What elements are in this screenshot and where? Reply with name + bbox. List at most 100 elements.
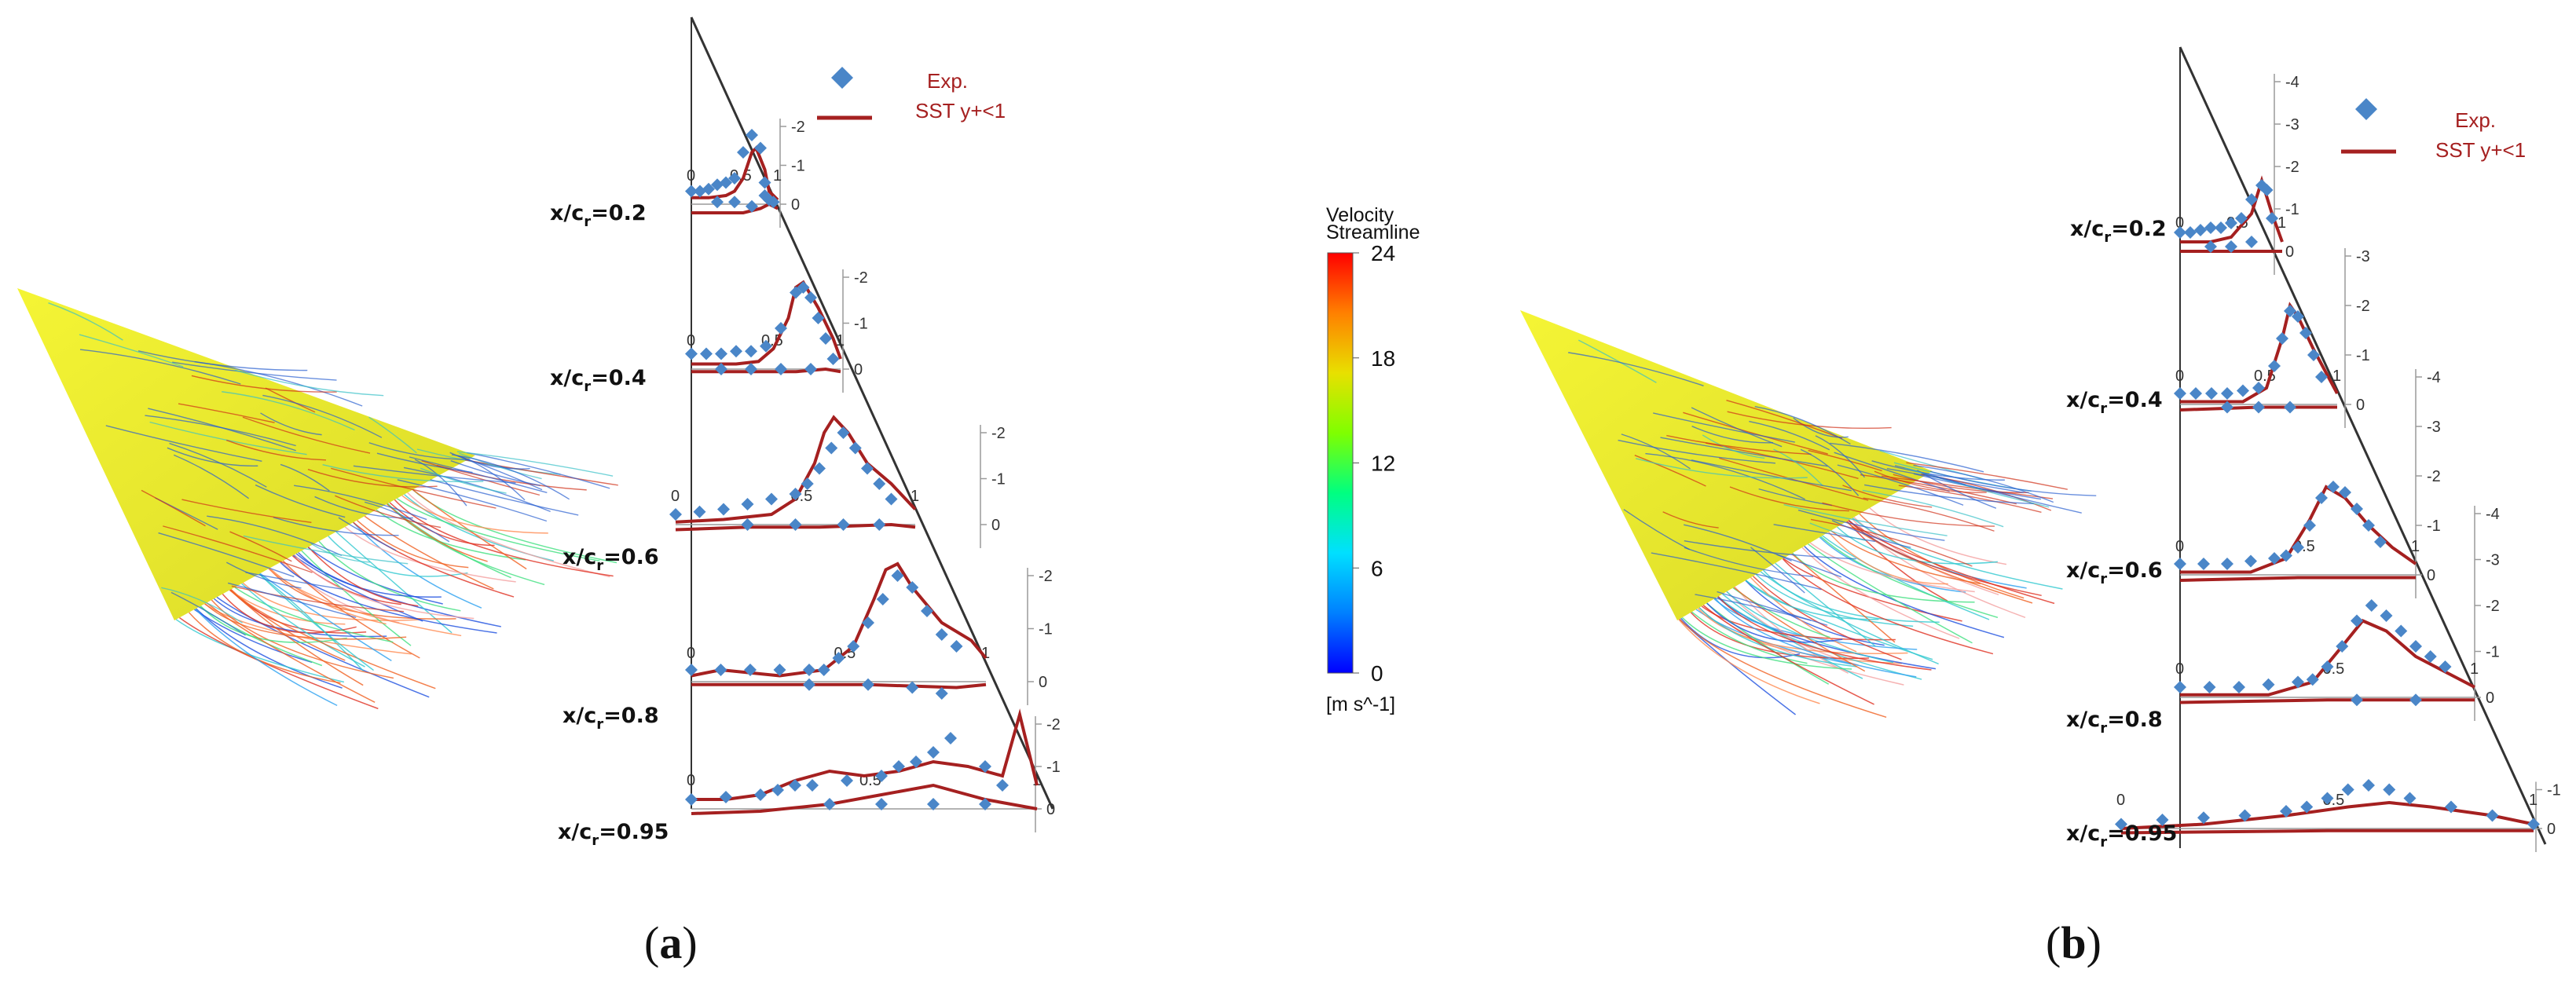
- streamline: [258, 573, 365, 671]
- streamline: [1874, 470, 1987, 493]
- exp-data-point: [771, 784, 784, 796]
- streamline: [1729, 486, 1849, 512]
- wing-surface-b: [1520, 310, 1933, 620]
- streamline: [229, 589, 346, 625]
- station-y-tick-label: -4: [2285, 74, 2299, 91]
- exp-data-point: [2280, 805, 2292, 818]
- station-label: x/cr=0.2: [550, 201, 647, 230]
- streamline: [158, 532, 295, 578]
- station-y-tick-label: -2: [1039, 568, 1053, 585]
- station-x-tick-label: 0: [687, 645, 695, 662]
- streamline: [1864, 484, 2035, 505]
- streamline: [226, 562, 302, 589]
- streamline: [307, 547, 443, 605]
- exp-data-point: [685, 185, 698, 198]
- colorbar-tick-label: 6: [1371, 556, 1383, 580]
- exp-data-point: [819, 332, 832, 345]
- streamline: [234, 587, 394, 643]
- exp-data-point: [823, 798, 836, 810]
- exp-data-point: [745, 345, 757, 358]
- sst-series-line: [691, 280, 842, 366]
- colorbar-tick-label: 18: [1371, 346, 1395, 371]
- exp-data-point: [804, 291, 817, 304]
- exp-data-point: [2238, 809, 2252, 822]
- streamline: [229, 589, 364, 686]
- streamline: [1809, 522, 1867, 542]
- exp-data-point: [789, 488, 802, 500]
- exp-data-point: [944, 732, 957, 744]
- sst-series-line-lower: [691, 367, 841, 374]
- station-label: x/cr=0.8: [2066, 708, 2163, 737]
- station-label: x/cr=0.6: [2066, 558, 2163, 587]
- streamline: [1906, 462, 2068, 490]
- streamline: [1848, 520, 2055, 605]
- exp-data-point: [2321, 792, 2334, 805]
- streamline: [1750, 576, 1857, 653]
- streamline: [1717, 596, 1932, 671]
- station-y-tick-label: 0: [791, 196, 800, 214]
- exp-data-point: [837, 426, 850, 439]
- streamline: [280, 463, 330, 492]
- exp-data-point: [2315, 492, 2328, 504]
- streamline: [1750, 547, 1805, 594]
- streamline: [1830, 442, 1984, 473]
- streamline: [1690, 612, 1870, 660]
- station-x-tick-label: 0: [687, 167, 695, 185]
- streamline: [1929, 470, 2097, 496]
- surface-streamlines-b: [1568, 339, 2097, 626]
- panel-label-b: (b): [2046, 917, 2101, 968]
- streamline: [1837, 464, 1964, 506]
- station-y-tick-label: -1: [854, 316, 868, 333]
- exp-data-point: [2268, 360, 2281, 372]
- streamline: [1822, 502, 1995, 527]
- streamline: [1618, 439, 1775, 464]
- streamline: [1801, 547, 1960, 639]
- streamline: [242, 416, 371, 454]
- exp-data-point: [2215, 221, 2227, 234]
- exp-data-point: [2403, 792, 2417, 805]
- streamline: [193, 609, 313, 664]
- station-y-tick-label: -4: [2486, 506, 2500, 523]
- streamline: [1726, 400, 1843, 440]
- exp-data-point: [2380, 609, 2393, 622]
- streamline: [280, 561, 400, 624]
- exp-data-point: [927, 746, 940, 759]
- streamline: [1760, 571, 1939, 665]
- streamline: [1726, 591, 1894, 664]
- exp-data-point: [2395, 624, 2408, 638]
- exp-data-point: [2266, 212, 2278, 225]
- streamline: [1863, 497, 1995, 532]
- streamline: [170, 591, 246, 636]
- streamline: [1651, 552, 1822, 591]
- station-y-tick-label: -1: [2547, 782, 2561, 799]
- wing-surface-a: [17, 288, 475, 620]
- streamline: [461, 455, 526, 501]
- station-a-1: -2-100 0.5 1x/cr=0.4: [550, 269, 868, 395]
- station-x-tick-label: 0: [687, 332, 695, 349]
- exp-data-point: [2197, 558, 2210, 570]
- streamline: [161, 587, 243, 624]
- legend-exp-marker-b: [2355, 98, 2377, 120]
- streamline: [412, 488, 527, 570]
- colorbar-tick-label: 0: [1371, 661, 1383, 686]
- exp-data-point: [2303, 519, 2316, 532]
- panel-label-a: (a): [644, 917, 698, 968]
- streamline: [194, 360, 363, 407]
- colorbar-bar: [1327, 252, 1354, 674]
- streamline: [1691, 611, 1808, 664]
- exp-data-point: [921, 605, 933, 617]
- exp-data-point: [876, 593, 889, 605]
- exp-data-point: [2351, 503, 2363, 515]
- streamline: [167, 447, 258, 466]
- streamline: [1830, 530, 1981, 585]
- streamline: [1745, 580, 1885, 646]
- station-y-tick-label: -2: [2486, 598, 2500, 615]
- station-y-tick-label: 0: [854, 361, 863, 379]
- exp-data-point: [885, 492, 898, 506]
- station-y-tick-label: -1: [1046, 759, 1061, 776]
- exp-data-point: [2184, 226, 2197, 239]
- exp-data-point: [2280, 549, 2292, 562]
- exp-data-point: [848, 441, 862, 455]
- station-y-tick-label: -3: [2427, 419, 2441, 436]
